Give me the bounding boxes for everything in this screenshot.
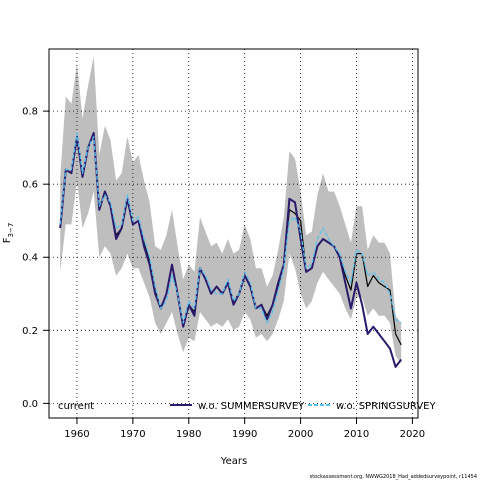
legend-label-0: current: [58, 401, 94, 412]
series-line-1: [59, 132, 402, 368]
x-tick-label: 1980: [176, 429, 201, 440]
legend-label-2: w.o. SPRINGSURVEY: [336, 401, 436, 412]
x-tick-label: 2000: [288, 429, 313, 440]
y-tick-label: 0.4: [22, 253, 38, 264]
y-axis-title-subscript: 3−7: [7, 223, 15, 238]
y-tick-label: 0.8: [22, 107, 38, 118]
series-layer: [59, 132, 402, 368]
series-line-2: [59, 132, 402, 324]
x-tick-label: 1960: [64, 429, 89, 440]
axis-layer: 1960 1970 1980 1990 2000 2010 2020 0.0 0.2 0.4 0.6…: [22, 107, 425, 440]
confidence-band: [60, 56, 402, 364]
x-tick-label: 2020: [400, 429, 425, 440]
y-axis-title-main: F: [2, 237, 13, 243]
x-axis-title: Years: [220, 456, 247, 467]
y-axis-title: F3−7: [2, 223, 15, 244]
y-tick-label: 0.2: [22, 326, 38, 337]
footer-caption: stockassessment.org, NWWG2018_Had_addeds…: [310, 474, 477, 480]
x-tick-label: 1970: [120, 429, 145, 440]
x-tick-label: 1990: [232, 429, 257, 440]
legend-label-1: w.o. SUMMERSURVEY: [198, 401, 305, 412]
plot-frame: [48, 48, 419, 419]
y-tick-label: 0.0: [22, 399, 38, 410]
y-tick-label: 0.6: [22, 180, 38, 191]
legend: current w.o. SUMMERSURVEY w.o. SPRINGSURVE…: [58, 401, 436, 412]
confidence-band-layer: [60, 56, 402, 364]
x-tick-label: 2010: [344, 429, 369, 440]
